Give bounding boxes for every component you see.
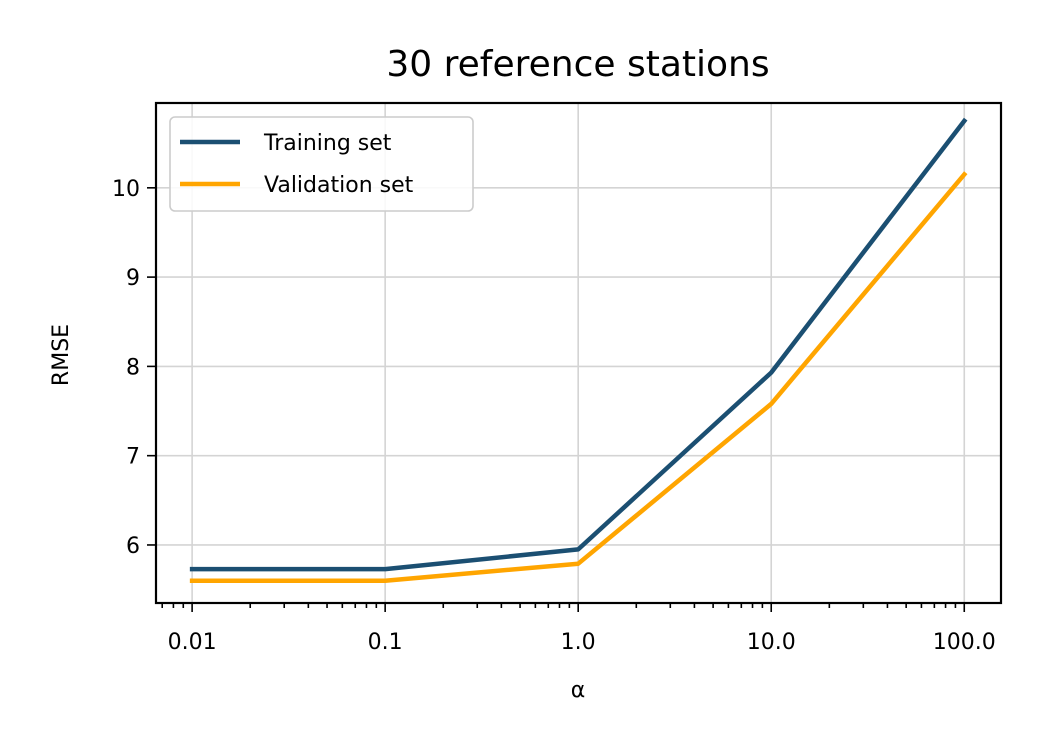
y-axis: 6 7 8 9 10 [112, 177, 156, 559]
x-tick-label: 100.0 [933, 630, 996, 655]
y-tick-label: 6 [126, 534, 140, 559]
x-tick-label: 1.0 [561, 630, 596, 655]
y-tick-label: 8 [126, 355, 140, 380]
legend: Training set Validation set [169, 116, 474, 212]
x-tick-label: 0.01 [168, 630, 217, 655]
x-tick-label: 10.0 [747, 630, 796, 655]
y-tick-label: 7 [126, 445, 140, 470]
y-tick-label: 9 [126, 266, 140, 291]
plot-series [189, 117, 968, 583]
x-tick-label: 0.1 [368, 630, 403, 655]
y-axis-label: RMSE [49, 324, 74, 386]
series-line-training-set [189, 117, 968, 572]
series-line-validation-set [189, 171, 968, 583]
legend-label: Training set [263, 131, 392, 156]
legend-label: Validation set [264, 173, 414, 198]
legend-box [169, 116, 474, 212]
x-axis-label: α [571, 678, 586, 703]
chart-title: 30 reference stations [386, 44, 769, 85]
y-tick-label: 10 [112, 177, 140, 202]
x-axis: 0.01 0.1 1.0 10.0 100.0 [161, 603, 996, 655]
